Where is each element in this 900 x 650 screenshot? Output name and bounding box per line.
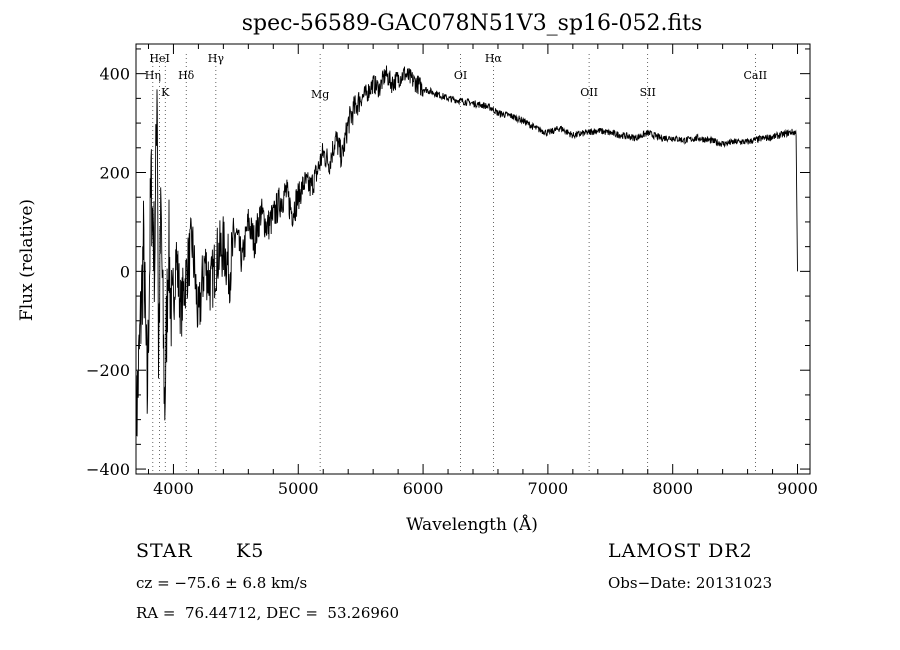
spectral-line-label: CaII [743, 69, 767, 82]
spectral-line-label: Hα [485, 52, 503, 65]
plot-area: 4000 5000 6000 7000 8000 9000 −400 −200 0 200 400 H… [86, 43, 818, 498]
x-tick-label: 7000 [528, 479, 569, 498]
obs-date-text: Obs−Date: 20131023 [608, 574, 773, 592]
spectral-line-label: OII [580, 86, 598, 99]
y-tick-label: 0 [120, 262, 130, 281]
spectral-line-label: Hδ [178, 69, 195, 82]
coordinates-text: RA = 76.44712, DEC = 53.26960 [136, 604, 400, 622]
spectral-line-label: OI [454, 69, 467, 82]
x-tick-label: 4000 [153, 479, 194, 498]
plot-frame [135, 43, 811, 475]
spectral-line-label: K [161, 86, 170, 99]
survey-name: LAMOST DR2 [608, 540, 753, 562]
object-class: STAR [136, 540, 193, 562]
y-tick-label: 200 [99, 164, 130, 183]
x-axis-label: Wavelength (Å) [406, 514, 538, 535]
chart-title: spec-56589-GAC078N51V3_sp16-052.fits [242, 11, 703, 36]
y-tick-label: 400 [99, 65, 130, 84]
spectral-line-label: SII [640, 86, 656, 99]
spectral-line-label: HeI [149, 52, 169, 65]
spectrum-line [135, 65, 798, 447]
spectral-line-label: Hγ [208, 52, 225, 65]
y-tick-label: −200 [86, 361, 130, 380]
x-tick-label: 9000 [777, 479, 818, 498]
spectral-line-label: Hη [145, 69, 161, 82]
velocity-text: cz = −75.6 ± 6.8 km/s [136, 574, 308, 592]
spectral-line-label: Mg [311, 88, 329, 101]
y-axis-label: Flux (relative) [17, 199, 37, 321]
x-tick-label: 5000 [278, 479, 319, 498]
x-tick-label: 8000 [652, 479, 693, 498]
spectral-subclass: K5 [236, 540, 265, 562]
x-tick-label: 6000 [403, 479, 444, 498]
y-tick-label: −400 [86, 460, 130, 479]
